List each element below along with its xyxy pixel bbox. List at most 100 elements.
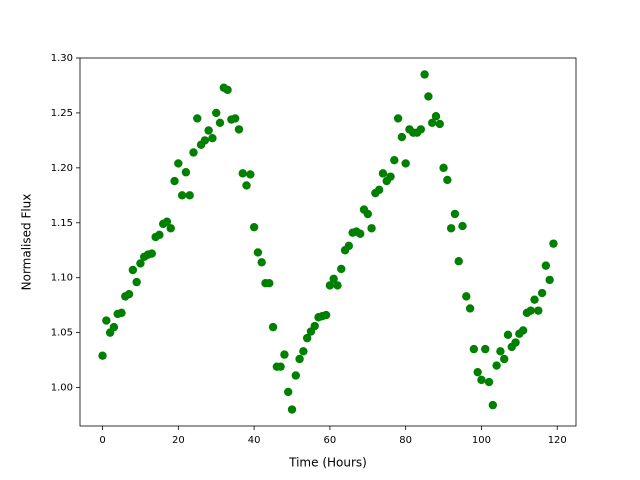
data-point: [268, 322, 278, 332]
data-point: [166, 224, 175, 233]
data-point: [109, 322, 119, 332]
plot-frame: [79, 57, 577, 427]
data-point: [549, 239, 558, 248]
data-point: [344, 241, 354, 251]
data-point: [136, 259, 145, 268]
data-point: [170, 176, 179, 186]
data-point: [534, 306, 543, 315]
data-point: [242, 181, 251, 190]
data-point: [337, 264, 346, 274]
data-point: [424, 92, 433, 101]
data-point: [162, 217, 172, 226]
data-point: [193, 114, 202, 123]
data-point: [212, 108, 221, 118]
data-point: [181, 168, 191, 177]
data-point: [545, 275, 554, 285]
data-point: [496, 347, 505, 356]
data-point: [174, 159, 183, 168]
data-point: [299, 347, 308, 356]
y-tick-label: 1.10: [51, 273, 73, 284]
data-point: [477, 375, 486, 385]
data-point: [431, 112, 441, 121]
data-point: [397, 132, 407, 142]
data-point: [446, 224, 456, 233]
data-point: [537, 288, 547, 298]
data-point: [443, 175, 452, 185]
data-point: [465, 304, 475, 313]
data-point: [291, 371, 300, 380]
data-point: [511, 338, 520, 347]
data-point: [378, 169, 388, 178]
data-point: [416, 125, 426, 134]
data-point: [435, 119, 444, 129]
y-tick-label: 1.30: [51, 53, 73, 64]
data-point: [481, 344, 490, 354]
data-point: [230, 114, 240, 123]
data-point: [367, 224, 376, 233]
data-point: [363, 209, 372, 219]
x-tick-label: 0: [99, 435, 105, 446]
data-point: [102, 316, 111, 325]
data-point: [253, 248, 263, 257]
data-point: [257, 258, 266, 267]
data-point: [492, 361, 501, 370]
data-point: [462, 292, 471, 301]
x-tick-label: 40: [248, 435, 261, 446]
data-point: [204, 126, 213, 135]
y-axis-label: Normalised Flux: [20, 194, 34, 291]
data-point: [189, 148, 198, 157]
data-point: [374, 185, 384, 195]
data-point: [302, 333, 312, 343]
y-tick-label: 1.05: [51, 328, 73, 339]
data-point: [454, 257, 463, 266]
x-tick-label: 120: [548, 435, 567, 446]
data-point: [132, 277, 141, 287]
data-point: [541, 261, 551, 270]
data-point: [265, 278, 274, 288]
data-point: [128, 265, 138, 275]
data-point: [356, 229, 365, 238]
data-point: [401, 159, 410, 168]
y-tick-label: 1.25: [51, 108, 73, 119]
data-point: [329, 274, 338, 283]
data-point: [200, 136, 210, 145]
data-point: [428, 118, 437, 128]
data-point: [420, 70, 429, 79]
data-point: [484, 377, 494, 387]
data-point: [124, 289, 134, 299]
data-point: [321, 310, 331, 320]
data-point: [238, 169, 247, 178]
data-point: [503, 330, 513, 340]
data-point: [98, 351, 107, 360]
y-tick-label: 1.15: [51, 218, 73, 229]
data-point: [439, 163, 448, 173]
x-tick-label: 20: [172, 435, 185, 446]
data-point: [208, 133, 217, 143]
x-axis-label: Time (Hours): [288, 456, 367, 470]
data-point: [390, 155, 399, 165]
data-point: [280, 350, 289, 359]
y-tick-label: 1.20: [51, 163, 73, 174]
data-point: [458, 221, 467, 231]
data-point: [246, 170, 255, 179]
y-tick-label: 1.00: [51, 383, 73, 394]
data-point: [177, 191, 187, 200]
data-point: [325, 281, 335, 290]
x-tick-label: 80: [399, 435, 412, 446]
data-point: [469, 344, 479, 354]
data-point: [155, 230, 164, 240]
data-point: [185, 191, 194, 200]
x-tick-label: 60: [324, 435, 337, 446]
data-point: [223, 85, 232, 95]
data-point: [526, 306, 535, 315]
data-point: [333, 281, 342, 290]
data-point: [310, 321, 319, 331]
data-point: [295, 354, 304, 364]
data-point: [450, 209, 460, 219]
data-point: [284, 387, 293, 397]
data-point: [215, 118, 225, 128]
data-point: [117, 308, 126, 318]
data-point: [518, 326, 528, 335]
data-point: [234, 125, 244, 134]
